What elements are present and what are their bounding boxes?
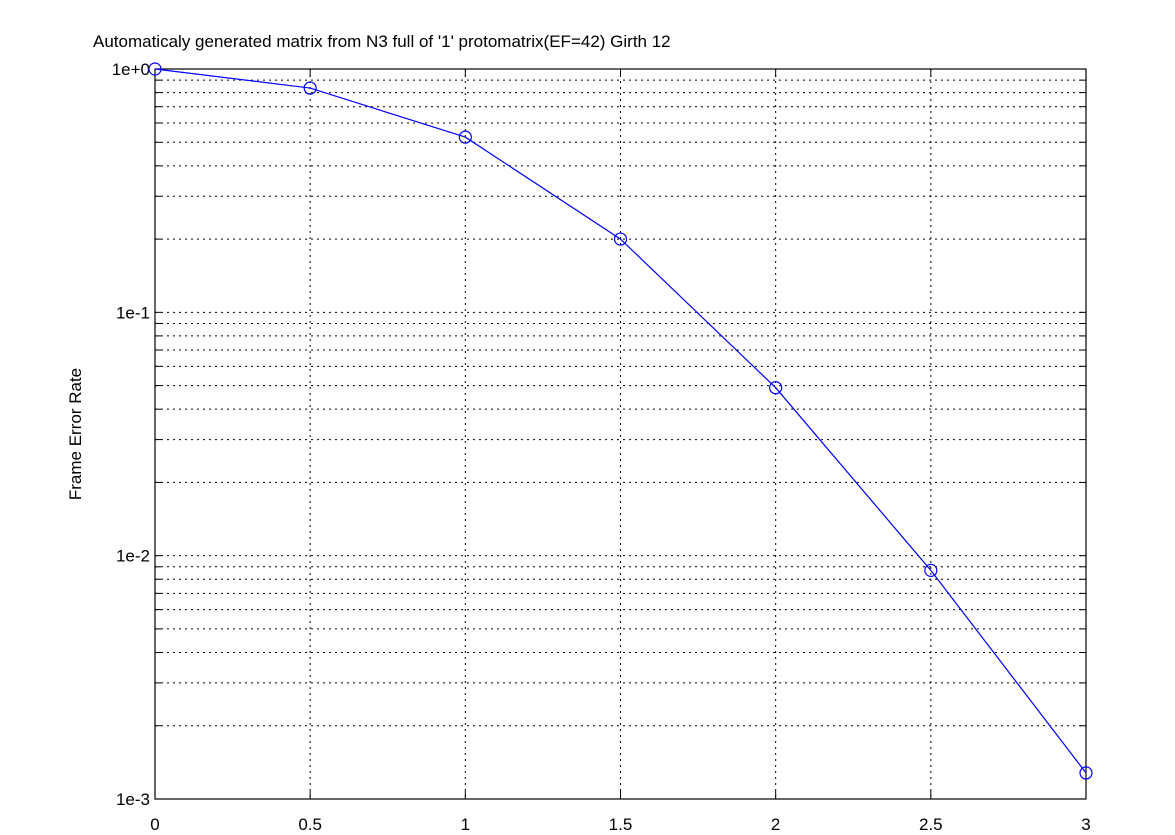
grid <box>155 69 1086 799</box>
series-line <box>154 68 1087 774</box>
y-tick-label: 1e-3 <box>116 790 150 809</box>
data-point <box>303 81 317 95</box>
x-tick-label: 0.5 <box>298 815 322 834</box>
series <box>148 62 1093 780</box>
y-axis-label: Frame Error Rate <box>66 368 85 500</box>
data-point <box>924 563 938 577</box>
x-tick-label: 0 <box>150 815 159 834</box>
tick-labels: 0 0.5 1 1.5 2 2.5 3 1e-3 1e-2 1e-1 1e+0 <box>112 60 1091 834</box>
data-point <box>1079 766 1093 780</box>
axes <box>154 68 1087 800</box>
y-tick-label: 1e+0 <box>112 60 150 79</box>
data-point <box>148 62 162 76</box>
x-tick-label: 3 <box>1081 815 1090 834</box>
x-tick-label: 1.5 <box>609 815 633 834</box>
chart-title: Automaticaly generated matrix from N3 fu… <box>93 32 671 51</box>
data-point <box>458 130 472 144</box>
y-tick-label: 1e-2 <box>116 547 150 566</box>
data-point <box>769 381 783 395</box>
x-tick-label: 2.5 <box>919 815 943 834</box>
plot-frame <box>154 68 1087 800</box>
x-tick-label: 1 <box>461 815 470 834</box>
data-point <box>613 232 628 246</box>
x-tick-label: 2 <box>771 815 780 834</box>
y-tick-label: 1e-1 <box>116 303 150 322</box>
